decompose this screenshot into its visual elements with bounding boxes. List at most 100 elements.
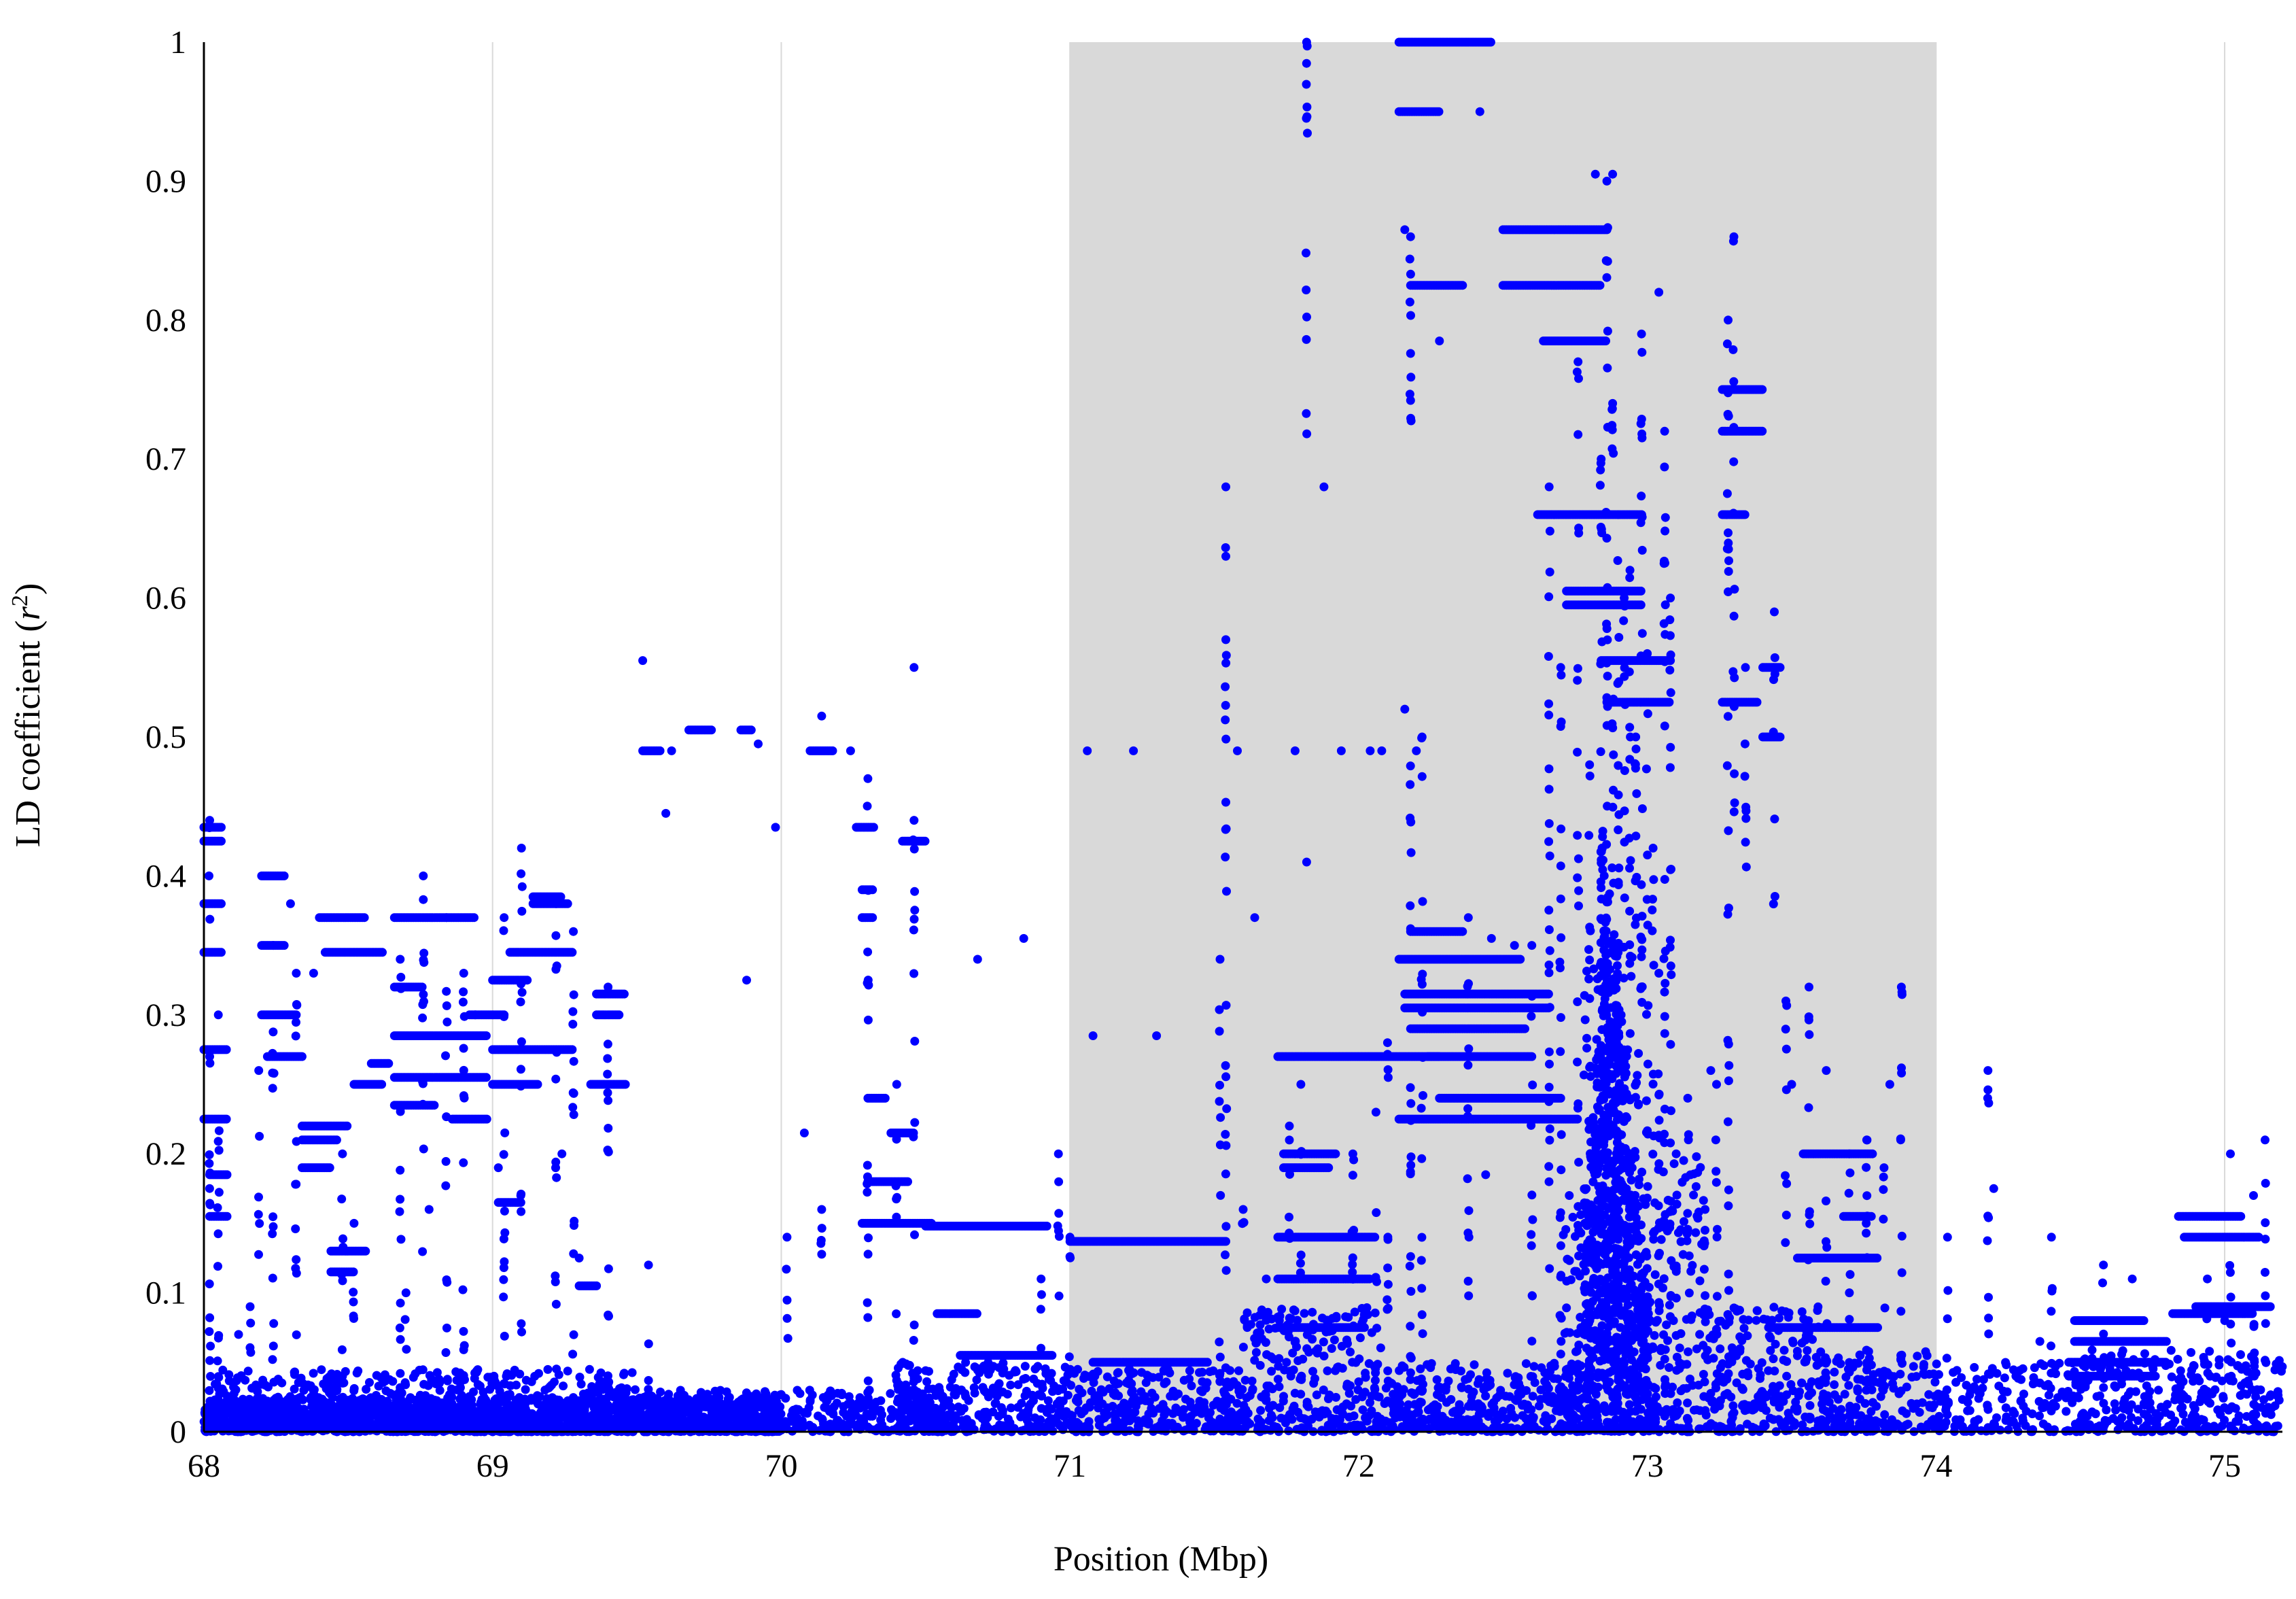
- data-point: [1393, 1382, 1402, 1392]
- data-point: [1766, 1346, 1775, 1355]
- data-point: [1308, 1335, 1317, 1344]
- data-point: [404, 1409, 414, 1419]
- data-point: [1795, 1387, 1805, 1396]
- data-point: [262, 1415, 271, 1425]
- data-point: [278, 1402, 288, 1411]
- data-point: [1290, 1306, 1300, 1316]
- data-point: [1979, 1375, 1988, 1384]
- data-point: [1752, 1316, 1761, 1325]
- data-point: [2134, 1416, 2143, 1426]
- data-point: [1660, 1345, 1670, 1354]
- data-point: [1744, 1316, 1753, 1325]
- data-point: [2248, 1369, 2257, 1379]
- data-point: [2099, 1398, 2108, 1408]
- data-point: [368, 1398, 377, 1408]
- data-point: [458, 1396, 467, 1405]
- data-point: [1764, 1366, 1773, 1375]
- data-point: [960, 1389, 970, 1398]
- data-point: [1840, 1390, 1849, 1399]
- data-point: [2180, 1417, 2190, 1427]
- data-point: [1963, 1398, 1972, 1407]
- data-point: [815, 1426, 824, 1435]
- data-point: [239, 1407, 249, 1416]
- data-point: [1868, 1398, 1877, 1407]
- data-point: [625, 1409, 635, 1418]
- highlight-region: [1070, 42, 1936, 1432]
- data-point: [1510, 1380, 1519, 1390]
- data-point: [1414, 1407, 1423, 1417]
- data-point: [846, 1417, 855, 1426]
- data-point: [852, 1403, 862, 1413]
- data-point: [756, 1397, 766, 1407]
- data-point: [1672, 1352, 1682, 1362]
- data-point: [2063, 1426, 2072, 1435]
- data-point: [2145, 1387, 2155, 1396]
- data-point: [2046, 1383, 2055, 1393]
- data-point: [360, 1400, 369, 1410]
- data-point: [328, 1393, 338, 1403]
- data-point: [532, 1425, 541, 1434]
- data-point: [633, 1404, 643, 1413]
- data-point: [1679, 1156, 1688, 1165]
- data-point: [1565, 1191, 1574, 1200]
- data-point: [1257, 1305, 1266, 1315]
- data-point: [634, 1422, 644, 1432]
- data-point: [2018, 1413, 2028, 1423]
- data-point: [1282, 1358, 1291, 1367]
- data-point: [512, 1380, 521, 1390]
- data-point: [1030, 1364, 1040, 1374]
- data-point: [1643, 1182, 1652, 1191]
- data-point: [585, 1364, 594, 1374]
- data-point: [1147, 1388, 1157, 1398]
- data-point: [1704, 1393, 1714, 1403]
- data-point: [576, 1396, 585, 1405]
- data-point: [887, 1405, 896, 1414]
- data-point: [722, 1387, 731, 1396]
- data-point: [1752, 1306, 1762, 1316]
- data-point: [455, 1405, 465, 1415]
- data-point: [1724, 1352, 1733, 1362]
- data-point: [805, 1386, 814, 1395]
- data-point: [408, 1373, 418, 1382]
- data-point: [1771, 1386, 1780, 1395]
- data-point: [1563, 1254, 1572, 1264]
- data-point: [952, 1387, 962, 1396]
- data-point: [1542, 1417, 1551, 1427]
- data-point: [1798, 1420, 1807, 1430]
- data-point: [1344, 1389, 1354, 1398]
- data-point: [1503, 1369, 1512, 1378]
- data-point: [1416, 1398, 1426, 1407]
- data-point: [903, 1360, 913, 1370]
- data-point: [1357, 1304, 1367, 1313]
- data-point: [435, 1386, 445, 1395]
- data-point: [1274, 1382, 1284, 1392]
- data-point: [2076, 1385, 2086, 1394]
- data-point: [543, 1364, 553, 1374]
- data-point: [1802, 1354, 1811, 1364]
- data-point: [1867, 1385, 1877, 1394]
- data-point: [530, 1371, 540, 1381]
- data-point: [365, 1378, 374, 1387]
- data-point: [1090, 1392, 1100, 1402]
- data-point: [2017, 1375, 2026, 1384]
- data-point: [1261, 1338, 1270, 1347]
- data-point: [462, 1418, 471, 1428]
- data-point: [1909, 1404, 1918, 1413]
- data-point: [1113, 1368, 1123, 1377]
- data-point: [1738, 1401, 1747, 1411]
- data-point: [1965, 1390, 1975, 1400]
- data-point: [1786, 1380, 1796, 1389]
- data-point: [627, 1395, 637, 1405]
- data-point: [795, 1389, 805, 1398]
- data-point: [1066, 1381, 1076, 1390]
- data-point: [1818, 1377, 1828, 1387]
- data-point: [1718, 1359, 1727, 1369]
- data-point: [1446, 1395, 1456, 1404]
- data-point: [1909, 1362, 1918, 1371]
- data-point: [2189, 1415, 2198, 1424]
- data-point: [725, 1400, 735, 1409]
- data-point: [792, 1423, 801, 1432]
- data-point: [984, 1369, 993, 1379]
- vertical-gridlines: [491, 42, 2226, 1432]
- data-point: [1665, 1363, 1673, 1372]
